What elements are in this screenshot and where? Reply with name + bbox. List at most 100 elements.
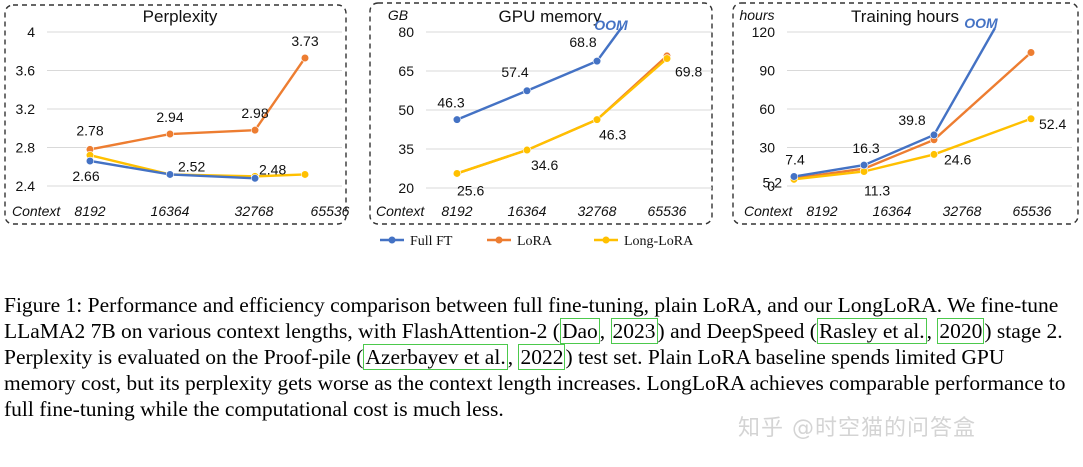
data-point (300, 170, 310, 179)
figure-charts: Perplexity 2.4 2.8 3.2 3.6 4 Context 8192 16364 3… (4, 2, 1079, 249)
oom-label: OOM (964, 15, 998, 31)
y-tick-label: 80 (398, 24, 414, 40)
citation-link[interactable]: 2022 (518, 344, 566, 370)
citation-link[interactable]: Dao (559, 318, 600, 344)
data-label: 3.73 (291, 33, 318, 49)
y-tick-label: 65 (398, 63, 414, 79)
x-axis-label: Context (12, 203, 61, 219)
series-line-lora (456, 55, 668, 175)
data-point (250, 126, 260, 135)
data-point (300, 53, 310, 63)
data-point (789, 172, 799, 181)
x-tick-label: 65536 (1013, 203, 1052, 219)
panel-border (4, 4, 347, 225)
data-point (592, 57, 602, 66)
legend-label: LoRA (517, 234, 553, 249)
data-point (662, 54, 672, 63)
data-label: 34.6 (531, 157, 558, 173)
legend-label: Full FT (410, 234, 453, 249)
data-point (1026, 114, 1036, 123)
data-label: 5.2 (763, 174, 783, 190)
data-point (929, 130, 939, 140)
data-point (592, 115, 602, 124)
data-label: 46.3 (437, 95, 464, 111)
y-tick-label: 35 (398, 141, 414, 157)
unit-label: GB (388, 7, 408, 23)
y-tick-label: 60 (759, 101, 775, 117)
data-label: 69.8 (675, 64, 702, 80)
y-tick-label: 3.6 (16, 63, 36, 79)
caption-text: , (926, 319, 938, 343)
x-tick-label: 32768 (578, 203, 617, 219)
legend-marker (495, 236, 503, 244)
data-label: 25.6 (457, 182, 484, 198)
data-label: 2.98 (241, 105, 268, 121)
x-tick-label: 8192 (74, 203, 105, 219)
caption-text: ) test set. Plain LoRA baseline spends l… (4, 345, 1066, 421)
x-axis-label: Context (744, 203, 793, 219)
data-point (1026, 48, 1036, 57)
unit-label: hours (739, 7, 774, 23)
x-tick-label: 32768 (235, 203, 274, 219)
data-label: 2.94 (156, 109, 183, 125)
series-line-long-lora (456, 57, 668, 175)
x-tick-label: 16364 (873, 203, 912, 219)
x-tick-label: 16364 (508, 203, 547, 219)
figure-caption: Figure 1: Performance and efficiency com… (4, 292, 1080, 422)
x-tick-label: 16364 (151, 203, 190, 219)
x-tick-label: 8192 (441, 203, 472, 219)
data-label: 68.8 (569, 34, 596, 50)
series-line-full-ft (793, 27, 997, 178)
y-tick-label: 50 (398, 102, 414, 118)
data-point (165, 170, 175, 179)
series-line-long-lora (793, 117, 1032, 181)
citation-link[interactable]: Azerbayev et al. (363, 344, 508, 370)
y-tick-label: 2.8 (16, 140, 36, 156)
caption-text: Figure 1: Performance and efficiency com… (4, 293, 1059, 343)
y-tick-label: 20 (398, 180, 414, 196)
y-tick-label: 2.4 (16, 178, 36, 194)
x-tick-label: 65536 (311, 203, 350, 219)
data-label: 7.4 (785, 152, 805, 168)
chart-title: Perplexity (143, 7, 218, 26)
data-label: 16.3 (852, 140, 879, 156)
chart-title: GPU memory (499, 7, 602, 26)
oom-label: OOM (594, 17, 628, 33)
data-point (929, 150, 939, 159)
y-tick-label: 3.2 (16, 101, 36, 117)
citation-link[interactable]: 2020 (937, 318, 985, 344)
data-point (452, 169, 462, 178)
data-point (85, 156, 95, 166)
data-label: 57.4 (501, 64, 528, 80)
series-line-lora (89, 57, 306, 151)
data-point (165, 129, 175, 139)
x-tick-label: 65536 (648, 203, 687, 219)
citation-link[interactable]: Rasley et al. (816, 318, 927, 344)
panel-border (369, 2, 713, 225)
legend-label: Long-LoRA (624, 234, 694, 249)
data-point (250, 174, 260, 183)
chart-title: Training hours (851, 7, 959, 26)
y-tick-label: 30 (759, 140, 775, 156)
y-tick-label: 120 (752, 24, 776, 40)
caption-text: , (599, 319, 611, 343)
watermark: 知乎 @时空猫的问答盒 (738, 416, 976, 441)
legend-marker (602, 236, 610, 244)
data-point (859, 160, 869, 170)
panel-border (732, 2, 1079, 225)
data-label: 46.3 (599, 127, 626, 143)
data-label: 2.48 (259, 161, 286, 177)
data-label: 2.78 (76, 122, 103, 138)
y-tick-label: 4 (27, 24, 35, 40)
data-label: 52.4 (1039, 116, 1066, 132)
y-tick-label: 90 (759, 63, 775, 79)
data-label: 39.8 (898, 112, 925, 128)
data-label: 2.66 (72, 168, 99, 184)
data-point (522, 145, 532, 155)
series-line-full-ft (456, 26, 623, 121)
x-tick-label: 8192 (806, 203, 837, 219)
data-point (452, 115, 462, 124)
data-label: 11.3 (864, 182, 890, 198)
citation-link[interactable]: 2023 (610, 318, 658, 344)
x-axis-label: Context (376, 203, 425, 219)
